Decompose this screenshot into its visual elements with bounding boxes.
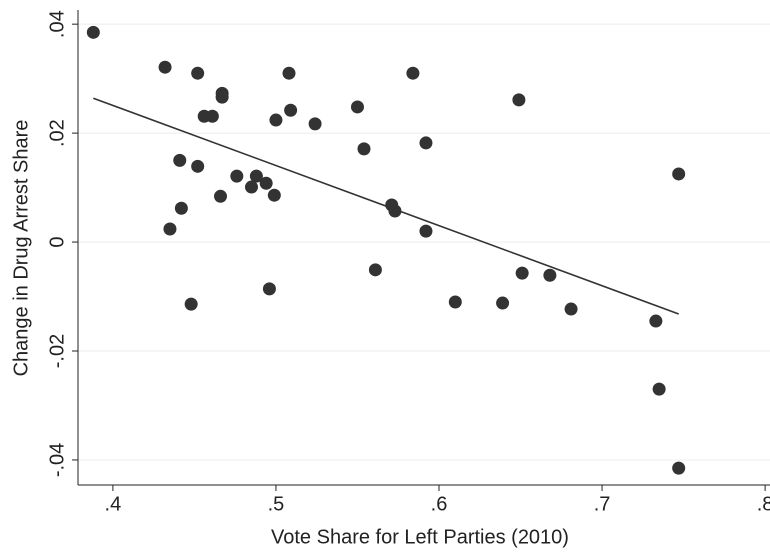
point (267, 188, 281, 202)
x-tick-label: .7 (594, 493, 611, 515)
point (564, 302, 578, 316)
point (649, 314, 663, 328)
point (512, 93, 526, 107)
y-tick-label: -.04 (46, 443, 68, 477)
point (215, 90, 229, 104)
x-tick-label: .6 (431, 493, 448, 515)
point (262, 282, 276, 296)
point (191, 159, 205, 173)
x-tick-label: .8 (757, 493, 770, 515)
point (419, 136, 433, 150)
point (368, 263, 382, 277)
y-tick-label: .04 (46, 10, 68, 38)
point (184, 297, 198, 311)
x-tick-label: .4 (105, 493, 122, 515)
fit-line (93, 97, 679, 315)
point (244, 180, 258, 194)
point (672, 167, 686, 181)
point (448, 295, 462, 309)
point (543, 268, 557, 282)
point (174, 201, 188, 215)
point (259, 176, 273, 190)
point (269, 113, 283, 127)
point (214, 189, 228, 203)
point (419, 224, 433, 238)
point (652, 382, 666, 396)
point (284, 103, 298, 117)
point (173, 153, 187, 167)
point (86, 25, 100, 39)
point (249, 169, 263, 183)
point (230, 169, 244, 183)
point (672, 461, 686, 475)
point (515, 266, 529, 280)
point (496, 296, 510, 310)
y-tick-label: -.02 (46, 334, 68, 368)
point (282, 66, 296, 80)
point (350, 100, 364, 114)
point (205, 109, 219, 123)
x-tick-label: .5 (268, 493, 285, 515)
point (191, 66, 205, 80)
x-axis-label: Vote Share for Left Parties (2010) (271, 526, 569, 548)
point (357, 142, 371, 156)
y-tick-label: 0 (46, 236, 68, 247)
y-axis-label: Change in Drug Arrest Share (10, 120, 32, 377)
point (163, 222, 177, 236)
point (406, 66, 420, 80)
point (158, 60, 172, 74)
y-tick-label: .02 (46, 119, 68, 147)
point (308, 117, 322, 131)
